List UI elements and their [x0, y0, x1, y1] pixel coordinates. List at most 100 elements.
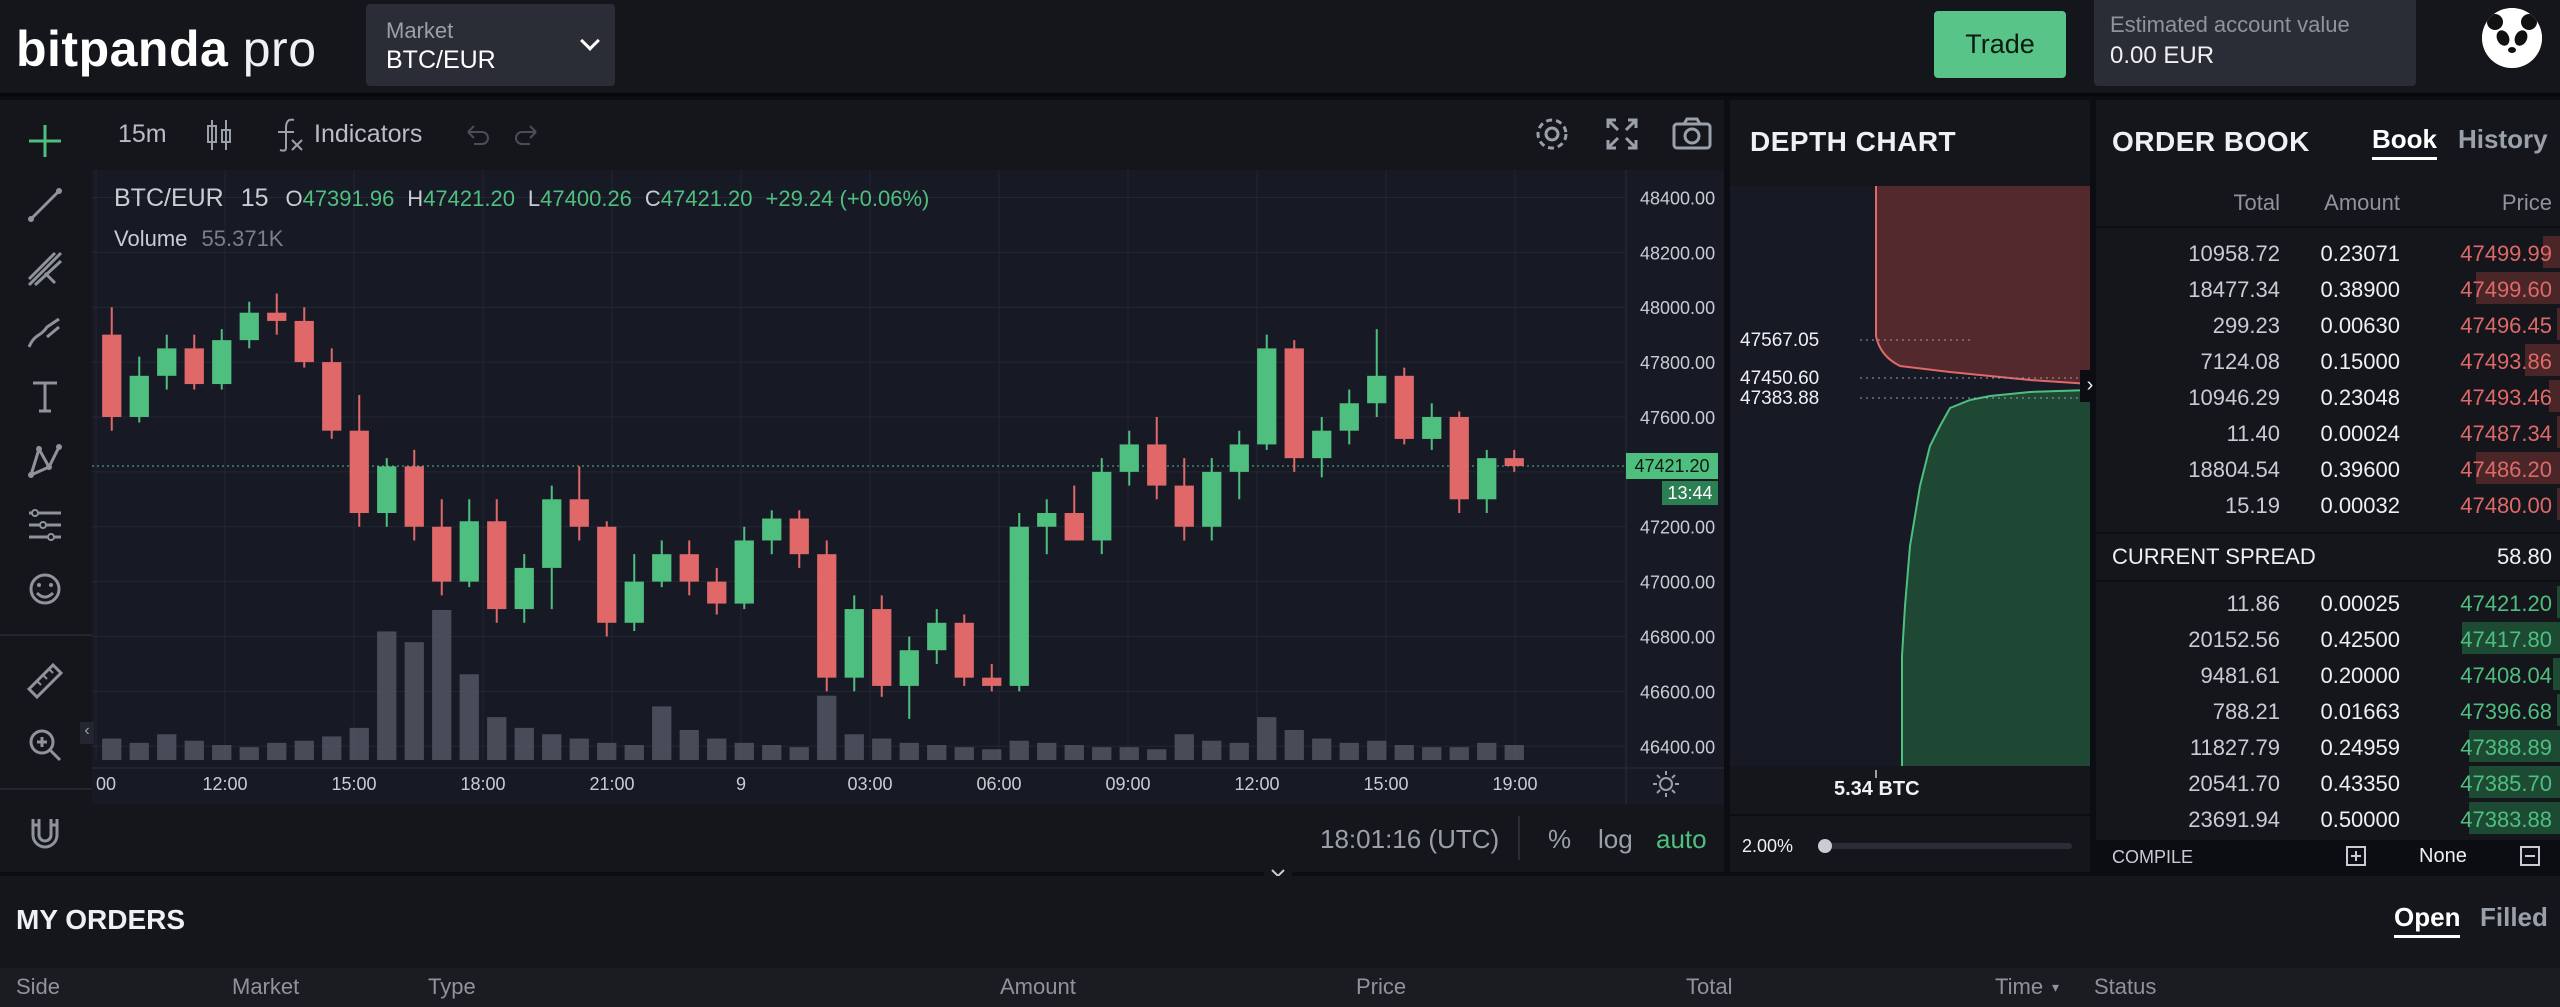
- time-tick: 06:00: [976, 774, 1021, 794]
- legend-high: 47421.20: [423, 186, 515, 211]
- candle-body: [1339, 403, 1359, 431]
- indicators-button[interactable]: Indicators: [314, 120, 423, 148]
- bid-row[interactable]: 20152.56 0.42500 47417.80: [2096, 620, 2560, 656]
- candle-body: [1009, 526, 1029, 686]
- zoom-tool[interactable]: [16, 720, 74, 770]
- volume-bar: [1092, 747, 1112, 760]
- auto-toggle[interactable]: auto: [1656, 824, 1707, 854]
- pattern-tool[interactable]: [16, 436, 74, 486]
- compile-increase-button[interactable]: [2346, 846, 2366, 871]
- order-total: 23691.94: [2188, 807, 2280, 832]
- text-tool[interactable]: [16, 372, 74, 422]
- depth-expand-handle[interactable]: ›: [2080, 370, 2100, 402]
- my-orders-title: MY ORDERS: [16, 904, 186, 935]
- col-side[interactable]: Side: [16, 974, 61, 999]
- bid-row[interactable]: 11.86 0.00025 47421.20: [2096, 584, 2560, 620]
- chart-theme-button[interactable]: [1652, 770, 1680, 803]
- timeframe-selector[interactable]: 15m: [118, 120, 167, 148]
- compile-decrease-button[interactable]: [2520, 846, 2540, 871]
- candle-body: [927, 622, 947, 651]
- ask-row[interactable]: 11.40 0.00024 47487.34: [2096, 414, 2560, 450]
- fx-icon[interactable]: [272, 116, 306, 157]
- order-amount: 0.23048: [2320, 385, 2400, 410]
- camera-icon: [1672, 117, 1712, 150]
- order-price: 47396.68: [2460, 699, 2552, 724]
- col-time[interactable]: Time: [1995, 974, 2044, 999]
- depth-zoom-slider[interactable]: [1818, 839, 2072, 853]
- avatar[interactable]: [2482, 8, 2542, 68]
- magnet-tool[interactable]: [16, 808, 74, 858]
- volume-bar: [157, 734, 177, 760]
- depth-bar: [2557, 694, 2560, 726]
- candle-body: [1449, 416, 1469, 500]
- bid-row[interactable]: 23691.94 0.50000 47383.88: [2096, 800, 2560, 836]
- time-tick: 9: [736, 774, 746, 794]
- crosshair-tool[interactable]: [16, 116, 74, 166]
- candle-body: [1257, 348, 1277, 445]
- volume-bar: [1339, 742, 1359, 760]
- price-tick: 47800.00: [1640, 353, 1715, 373]
- log-toggle[interactable]: log: [1598, 824, 1633, 854]
- undo-button[interactable]: [462, 120, 492, 155]
- emoji-tool[interactable]: [16, 564, 74, 614]
- tab-book[interactable]: Book: [2372, 124, 2437, 160]
- chevron-down-icon: [580, 31, 600, 51]
- collapse-toolbar-button[interactable]: ‹: [80, 722, 94, 744]
- order-amount: 0.43350: [2320, 771, 2400, 796]
- col-market[interactable]: Market: [232, 974, 300, 999]
- time-tick: 15:00: [1363, 774, 1408, 794]
- brush-tool[interactable]: [16, 308, 74, 358]
- percent-toggle[interactable]: %: [1548, 824, 1572, 854]
- tab-filled[interactable]: Filled: [2480, 902, 2548, 932]
- candle-body: [1119, 444, 1139, 472]
- price-tick: 46800.00: [1640, 628, 1715, 648]
- col-status[interactable]: Status: [2094, 974, 2157, 999]
- settings-button[interactable]: [1532, 114, 1572, 159]
- legend-low-label: L: [527, 186, 541, 211]
- depth-label-bid: 47383.88: [1740, 388, 1819, 409]
- redo-button[interactable]: [512, 120, 542, 155]
- col-price[interactable]: Price: [1356, 974, 1407, 999]
- logo[interactable]: bitpanda pro: [16, 20, 317, 78]
- fib-tool[interactable]: [16, 244, 74, 294]
- bid-row[interactable]: 11827.79 0.24959 47388.89: [2096, 728, 2560, 764]
- market-selector[interactable]: Market BTC/EUR: [366, 4, 615, 86]
- price-tick: 46400.00: [1640, 737, 1715, 757]
- ask-row[interactable]: 18804.54 0.39600 47486.20: [2096, 450, 2560, 486]
- spread-label: CURRENT SPREAD: [2112, 544, 2316, 569]
- ask-row[interactable]: 15.19 0.00032 47480.00: [2096, 486, 2560, 522]
- bid-row[interactable]: 20541.70 0.43350 47385.70: [2096, 764, 2560, 800]
- order-amount: 0.00630: [2320, 313, 2400, 338]
- ask-row[interactable]: 299.23 0.00630 47496.45: [2096, 306, 2560, 342]
- price-chart[interactable]: 48400.00 48200.00 48000.00 47800.00 47600.00…: [80, 170, 1724, 804]
- current-spread: CURRENT SPREAD 58.80: [2096, 532, 2560, 582]
- tab-history[interactable]: History: [2458, 124, 2548, 154]
- bid-row[interactable]: 788.21 0.01663 47396.68: [2096, 692, 2560, 728]
- account-value-box[interactable]: Estimated account value 0.00 EUR: [2094, 0, 2416, 86]
- col-type[interactable]: Type: [428, 974, 476, 999]
- col-amount[interactable]: Amount: [1000, 974, 1076, 999]
- chart-type-button[interactable]: [202, 118, 236, 157]
- ask-row[interactable]: 10946.29 0.23048 47493.46: [2096, 378, 2560, 414]
- tab-open[interactable]: Open: [2394, 902, 2461, 938]
- price-axis: 48400.00 48200.00 48000.00 47800.00 47600.00…: [1640, 188, 1715, 757]
- volume-bar: [349, 727, 369, 760]
- candlestick-chart[interactable]: 48400.00 48200.00 48000.00 47800.00 47600.00…: [92, 170, 1724, 804]
- candle-body: [157, 348, 177, 376]
- order-total: 11.86: [2226, 591, 2280, 616]
- measure-tool[interactable]: [16, 656, 74, 706]
- trade-button[interactable]: Trade: [1934, 11, 2066, 78]
- depth-chart[interactable]: 47567.05 47450.60 47383.88: [1730, 186, 2090, 786]
- bid-row[interactable]: 9481.61 0.20000 47408.04: [2096, 656, 2560, 692]
- screenshot-button[interactable]: [1670, 114, 1714, 159]
- ask-row[interactable]: 7124.08 0.15000 47493.86: [2096, 342, 2560, 378]
- slider-handle[interactable]: [1818, 839, 1832, 853]
- fullscreen-button[interactable]: [1602, 114, 1642, 159]
- candle-body: [102, 334, 122, 417]
- ask-row[interactable]: 10958.72 0.23071 47499.99: [2096, 234, 2560, 270]
- col-total[interactable]: Total: [1686, 974, 1733, 999]
- forecast-tool[interactable]: [16, 500, 74, 550]
- depth-bar: [2469, 802, 2560, 834]
- trendline-tool[interactable]: [16, 180, 74, 230]
- ask-row[interactable]: 18477.34 0.38900 47499.60: [2096, 270, 2560, 306]
